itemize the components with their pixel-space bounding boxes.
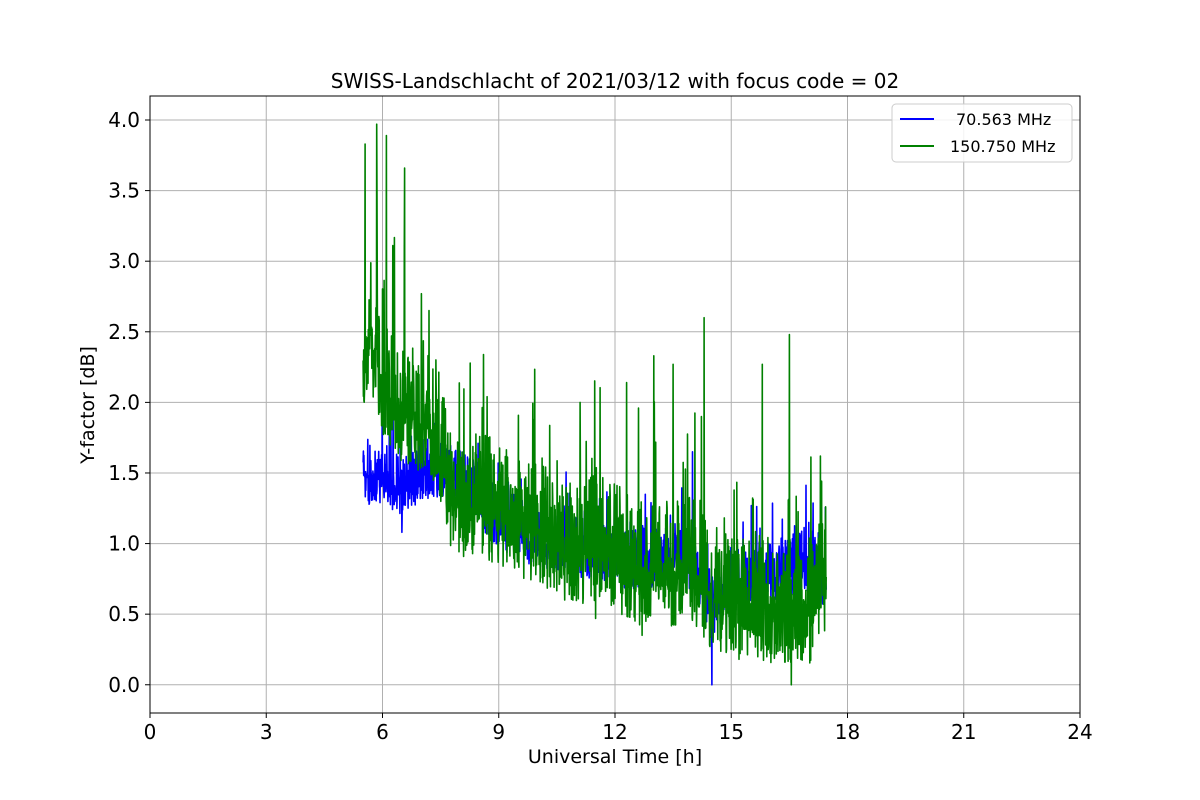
y-tick-label: 1.0 — [108, 532, 140, 556]
series-line-2 — [362, 123, 827, 686]
y-tick-label: 3.0 — [108, 249, 140, 273]
y-tick-label: 3.5 — [108, 179, 140, 203]
x-tick-label: 12 — [602, 720, 627, 744]
y-ticks: 0.0 0.5 1.0 1.5 2.0 2.5 3.0 3.5 4.0 — [108, 108, 150, 697]
legend-label-series-2: 150.750 MHz — [950, 137, 1055, 156]
x-tick-label: 21 — [951, 720, 976, 744]
y-axis-label: Y-factor [dB] — [77, 346, 99, 465]
grid-lines — [149, 96, 1081, 713]
chart-title: SWISS-Landschlacht of 2021/03/12 with fo… — [331, 69, 899, 93]
x-tick-label: 18 — [835, 720, 860, 744]
y-tick-label: 2.5 — [108, 320, 140, 344]
legend: 70.563 MHz 150.750 MHz — [891, 103, 1073, 163]
legend-label-series-1: 70.563 MHz — [956, 110, 1051, 129]
y-tick-label: 0.5 — [108, 602, 140, 626]
x-tick-label: 0 — [144, 720, 157, 744]
y-tick-label: 0.0 — [108, 673, 140, 697]
x-tick-label: 6 — [376, 720, 389, 744]
plot-area — [362, 123, 827, 686]
y-tick-label: 2.0 — [108, 390, 140, 414]
x-tick-label: 3 — [260, 720, 273, 744]
y-tick-label: 1.5 — [108, 461, 140, 485]
x-tick-label: 15 — [719, 720, 744, 744]
x-ticks: 0 3 6 9 12 15 18 21 24 — [144, 713, 1093, 744]
x-tick-label: 9 — [492, 720, 505, 744]
legend-box — [891, 103, 1073, 163]
x-tick-label: 24 — [1067, 720, 1092, 744]
x-axis-label: Universal Time [h] — [528, 746, 702, 768]
y-tick-label: 4.0 — [108, 108, 140, 132]
